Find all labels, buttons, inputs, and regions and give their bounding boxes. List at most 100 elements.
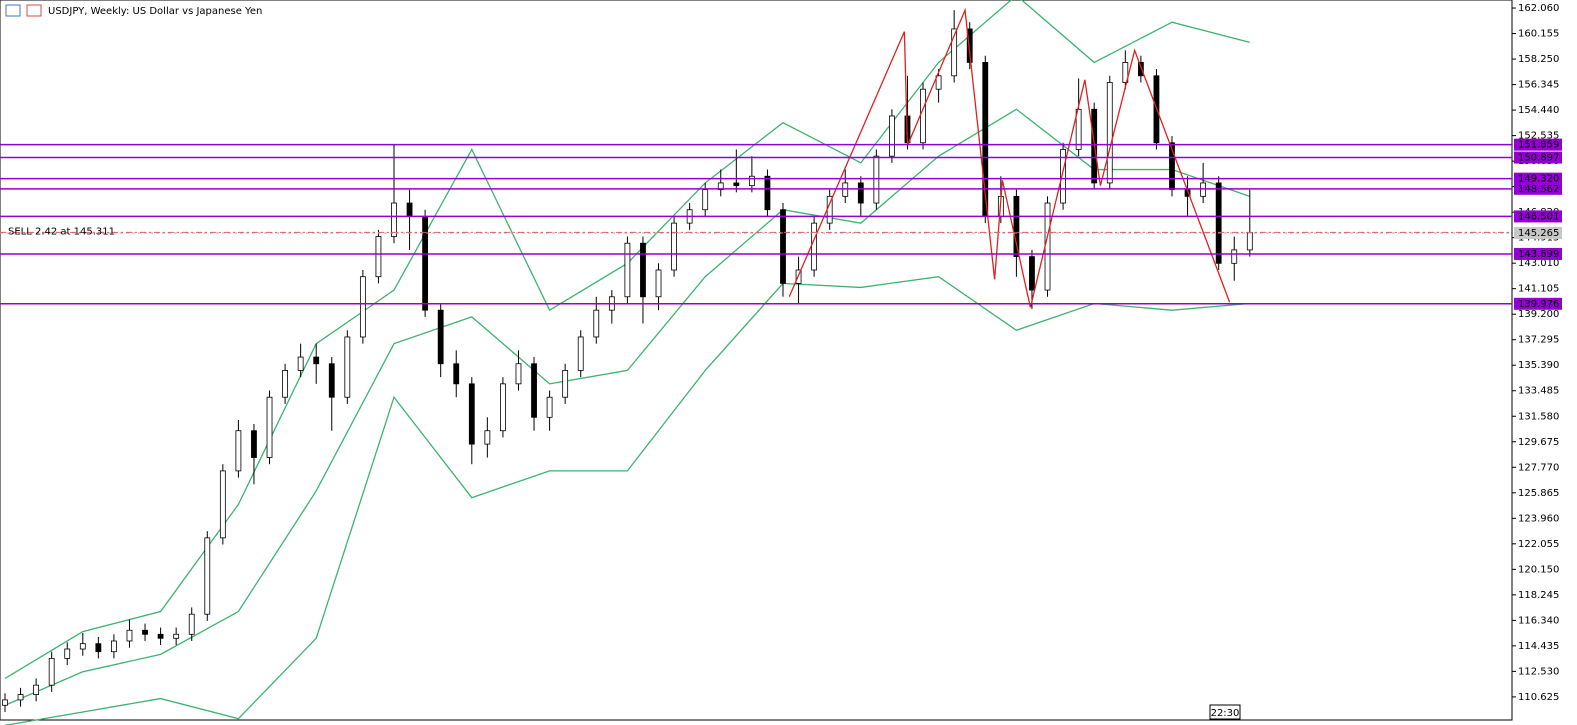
- trade-label: SELL 2.42 at 145.311: [8, 226, 115, 237]
- candle-body: [951, 28, 958, 77]
- candle-body: [733, 182, 740, 187]
- candle-body: [111, 640, 117, 653]
- candle-body: [1246, 232, 1253, 251]
- candle-body: [79, 643, 86, 650]
- candle-body: [1013, 195, 1020, 258]
- candle-body: [920, 88, 926, 144]
- candle-body: [500, 383, 506, 432]
- y-tick-label: 127.770: [1518, 462, 1559, 473]
- candle-body: [142, 629, 148, 635]
- candle-body: [717, 182, 724, 191]
- y-tick-label: 131.580: [1518, 411, 1559, 422]
- candle-body: [842, 182, 849, 197]
- candle-body: [2, 699, 8, 706]
- candle-body: [655, 269, 662, 298]
- candle-body: [157, 633, 164, 639]
- candle-body: [173, 633, 180, 639]
- candle-body: [33, 684, 40, 695]
- y-tick-label: 133.485: [1518, 386, 1559, 397]
- y-tick-label: 143.010: [1518, 258, 1559, 269]
- candle-body: [422, 216, 429, 311]
- time-label: 22:30: [1211, 708, 1240, 719]
- candle-body: [702, 189, 709, 211]
- candle-body: [562, 370, 569, 398]
- level-label-bg: [1514, 297, 1562, 310]
- candle-body: [1231, 249, 1238, 264]
- candle-body: [297, 356, 304, 371]
- y-tick-label: 116.340: [1518, 615, 1559, 626]
- y-tick-label: 158.250: [1518, 54, 1559, 65]
- candle-body: [624, 242, 631, 298]
- candle-body: [17, 694, 24, 701]
- level-label-bg: [1514, 138, 1562, 151]
- price-label: 145.265: [1518, 228, 1559, 239]
- y-tick-label: 156.345: [1518, 80, 1559, 91]
- candle-body: [966, 28, 973, 63]
- candle-body: [1215, 182, 1222, 264]
- candle-body: [266, 396, 273, 458]
- level-label: 150.897: [1518, 153, 1559, 164]
- candle-body: [577, 336, 584, 371]
- candle-body: [282, 370, 288, 398]
- candle-body: [857, 182, 864, 204]
- y-tick-label: 123.960: [1518, 513, 1559, 524]
- candle-body: [235, 430, 242, 472]
- band-lower: [4, 276, 1250, 725]
- level-label: 148.562: [1518, 184, 1559, 195]
- level-label-bg: [1514, 247, 1562, 260]
- level-label: 143.699: [1518, 249, 1559, 260]
- level-label-bg: [1514, 172, 1562, 185]
- band-middle: [4, 108, 1251, 706]
- level-label: 151.859: [1518, 140, 1559, 151]
- candle-body: [375, 236, 382, 278]
- candle-body: [640, 242, 646, 298]
- candle-body: [748, 175, 755, 187]
- level-label-bg: [1514, 182, 1562, 195]
- y-tick-label: 125.865: [1518, 488, 1559, 499]
- candle-body: [671, 222, 677, 271]
- y-tick-label: 114.435: [1518, 641, 1559, 652]
- icon[interactable]: [5, 4, 21, 17]
- candle-body: [531, 363, 537, 418]
- zigzag: [788, 7, 1231, 308]
- y-tick-label: 135.390: [1518, 360, 1559, 371]
- candle-body: [1137, 62, 1144, 77]
- candle-body: [1169, 142, 1175, 191]
- price-label-bg: [1514, 226, 1562, 239]
- candle-body: [95, 643, 102, 653]
- y-tick-label: 137.295: [1518, 335, 1559, 346]
- candle-body: [344, 336, 351, 398]
- candle-body: [1060, 149, 1066, 204]
- y-tick-label: 129.675: [1518, 437, 1559, 448]
- candle-body: [593, 309, 600, 338]
- y-tick-label: 139.200: [1518, 309, 1559, 320]
- candle-body: [484, 430, 491, 445]
- candle-body: [453, 363, 460, 385]
- icon[interactable]: [26, 4, 42, 17]
- candle-body: [359, 276, 366, 338]
- candle-body: [313, 356, 320, 365]
- candle-body: [391, 202, 397, 237]
- candle-body: [811, 222, 818, 271]
- candle-body: [64, 648, 71, 659]
- chart-title: USDJPY, Weekly: US Dollar vs Japanese Ye…: [48, 6, 262, 17]
- candle-body: [764, 175, 771, 211]
- candle-body: [204, 537, 211, 615]
- y-tick-label: 154.440: [1518, 105, 1559, 116]
- plot-area: [0, 0, 1513, 721]
- y-tick-label: 118.245: [1518, 590, 1559, 601]
- candle-body: [780, 209, 786, 284]
- candle-body: [546, 396, 553, 418]
- level-label-bg: [1514, 210, 1562, 223]
- candle-body: [1029, 256, 1035, 291]
- y-tick-label: 120.150: [1518, 564, 1559, 575]
- candle-body: [219, 470, 226, 539]
- candle-body: [873, 155, 880, 204]
- y-tick-label: 112.530: [1518, 666, 1559, 677]
- candle-body: [48, 657, 55, 686]
- candle-body: [468, 383, 475, 445]
- candle-body: [126, 629, 133, 642]
- y-tick-label: 152.535: [1518, 131, 1559, 142]
